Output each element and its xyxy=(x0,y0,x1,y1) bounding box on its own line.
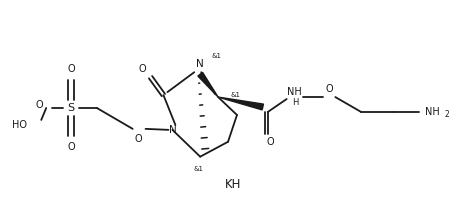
Polygon shape xyxy=(198,72,218,97)
Text: NH: NH xyxy=(425,107,440,117)
Text: O: O xyxy=(35,100,43,110)
Polygon shape xyxy=(218,97,263,110)
Text: O: O xyxy=(139,64,146,74)
Text: O: O xyxy=(67,142,75,152)
Text: &1: &1 xyxy=(193,166,203,172)
Text: &1: &1 xyxy=(211,53,221,59)
Text: 2: 2 xyxy=(444,111,449,120)
Text: O: O xyxy=(135,134,143,144)
Text: S: S xyxy=(68,103,75,113)
Text: HO: HO xyxy=(12,120,27,130)
Text: H: H xyxy=(292,98,299,107)
Text: &1: &1 xyxy=(231,92,241,98)
Text: O: O xyxy=(267,137,274,147)
Text: N: N xyxy=(169,125,176,135)
Text: O: O xyxy=(326,84,333,94)
Text: N: N xyxy=(196,59,204,69)
Text: KH: KH xyxy=(225,178,241,191)
Text: O: O xyxy=(67,64,75,74)
Text: NH: NH xyxy=(287,87,302,97)
